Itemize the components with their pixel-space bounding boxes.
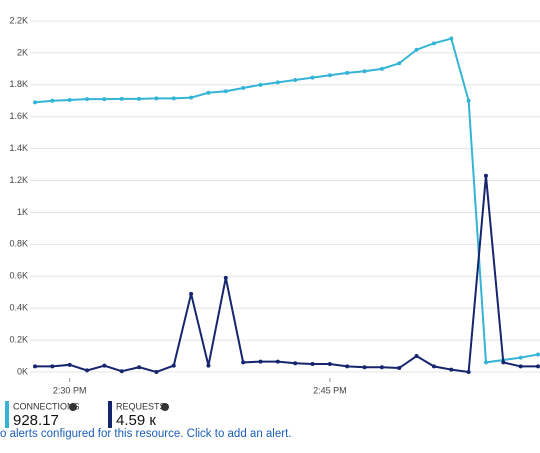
data-point [518,355,523,360]
summary-value: 928.17 [13,412,59,429]
data-point [275,359,280,364]
data-point [85,368,90,373]
data-point [327,362,332,367]
summary-value: 4.59 к [116,412,156,429]
data-point [501,360,506,365]
data-point [67,97,72,102]
data-point [449,36,454,41]
data-point [431,364,436,369]
y-tick-label: 0K [17,366,28,376]
y-tick-label: 0.6K [9,271,28,281]
data-point [293,361,298,366]
data-point [345,70,350,75]
y-tick-label: 1.8K [9,79,28,89]
data-point [189,291,194,296]
x-tick-label: 2:30 PM [53,385,87,395]
y-tick-label: 0.4K [9,303,28,313]
data-point [67,362,72,367]
y-tick-label: 1.6K [9,111,28,121]
legend-swatch [108,401,112,428]
data-point [241,86,246,91]
y-tick-label: 2.2K [9,15,28,25]
data-point [431,41,436,46]
data-point [414,47,419,52]
y-tick-label: 1.4K [9,143,28,153]
data-point [154,370,159,374]
data-point [137,96,142,101]
data-point [466,98,471,103]
data-point [50,364,55,369]
data-point [223,89,228,94]
data-point [33,100,37,105]
alert-link[interactable]: o alerts configured for this resource. C… [0,428,291,440]
data-point [85,97,90,102]
y-tick-label: 2K [17,47,28,57]
legend-label: REQUESTS [116,401,166,411]
data-point [154,96,159,101]
y-tick-label: 1K [17,207,28,217]
data-point [241,360,246,365]
x-tick-label: 2:45 PM [313,385,347,395]
data-point [379,365,384,370]
data-point [345,364,350,369]
data-point [310,75,315,80]
data-point [293,78,298,83]
data-point [483,173,488,178]
series-line [35,175,538,374]
legend-label: CONNECTIONS [13,401,80,411]
data-point [536,352,540,357]
data-point [171,96,176,101]
data-point [518,364,523,369]
legend-swatch [5,401,9,428]
data-point [206,363,211,368]
data-point [50,98,55,103]
y-tick-label: 1.2K [9,175,28,185]
data-point [362,365,367,370]
info-icon[interactable] [69,403,77,411]
data-point [33,364,37,369]
data-point [189,95,194,100]
data-point [536,364,540,369]
data-point [119,369,124,374]
series-line [34,37,539,364]
data-point [275,80,280,85]
data-point [327,73,332,78]
data-point [362,69,367,74]
data-point [206,90,211,95]
data-point [397,366,402,371]
data-point [102,97,107,102]
data-point [466,370,471,374]
data-point [258,82,263,87]
y-tick-label: 0.2K [9,334,28,344]
data-point [258,359,263,364]
data-point [119,96,124,101]
data-point [310,362,315,367]
y-tick-label: 0.8K [9,239,28,249]
data-point [223,275,228,280]
data-point [414,354,419,359]
data-point [483,360,488,365]
data-point [449,367,454,372]
data-point [171,363,176,368]
data-point [137,365,142,370]
data-point [102,363,107,368]
data-point [397,61,402,66]
info-icon[interactable] [161,403,169,411]
data-point [379,66,384,71]
